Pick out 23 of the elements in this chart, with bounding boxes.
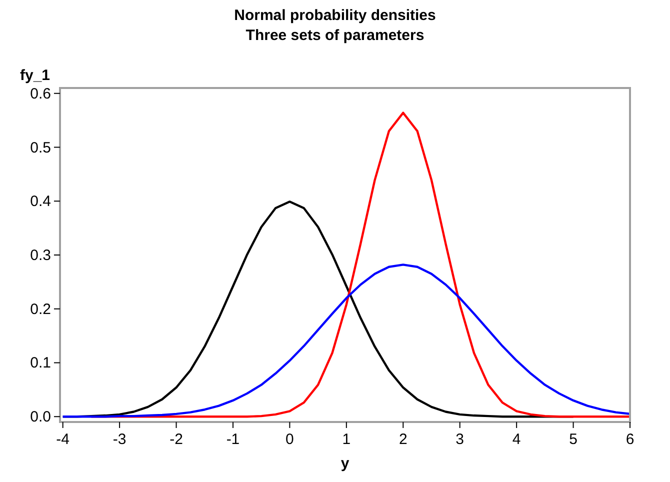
y-tick-label: 0.6 — [30, 85, 51, 102]
y-tick-label: 0.2 — [30, 300, 51, 318]
x-tick-label: 3 — [456, 431, 464, 448]
chart-title: Normal probability densities — [234, 7, 436, 24]
x-tick-label: 0 — [286, 431, 294, 448]
line-series — [62, 264, 630, 418]
x-tick-label: -2 — [170, 431, 183, 448]
x-tick-label: -3 — [112, 431, 126, 448]
x-tick-label: 1 — [342, 431, 351, 448]
y-tick-label: 0.3 — [30, 247, 51, 264]
y-tick-label: 0.1 — [30, 354, 51, 372]
y-axis-title: fy_1 — [20, 67, 50, 84]
chart-subtitle: Three sets of parameters — [246, 27, 424, 44]
y-tick-label: 0.4 — [30, 193, 51, 210]
y-tick-label: 0.5 — [30, 139, 51, 156]
y-tick-label: 0.0 — [30, 408, 51, 426]
x-tick-label: 4 — [512, 431, 521, 448]
x-tick-label: 6 — [626, 431, 634, 448]
x-tick-label: -1 — [226, 431, 240, 448]
x-axis-title: y — [340, 455, 350, 472]
x-tick-label: 2 — [398, 431, 408, 448]
x-tick-label: -4 — [56, 431, 70, 448]
x-tick-label: 5 — [569, 431, 578, 448]
